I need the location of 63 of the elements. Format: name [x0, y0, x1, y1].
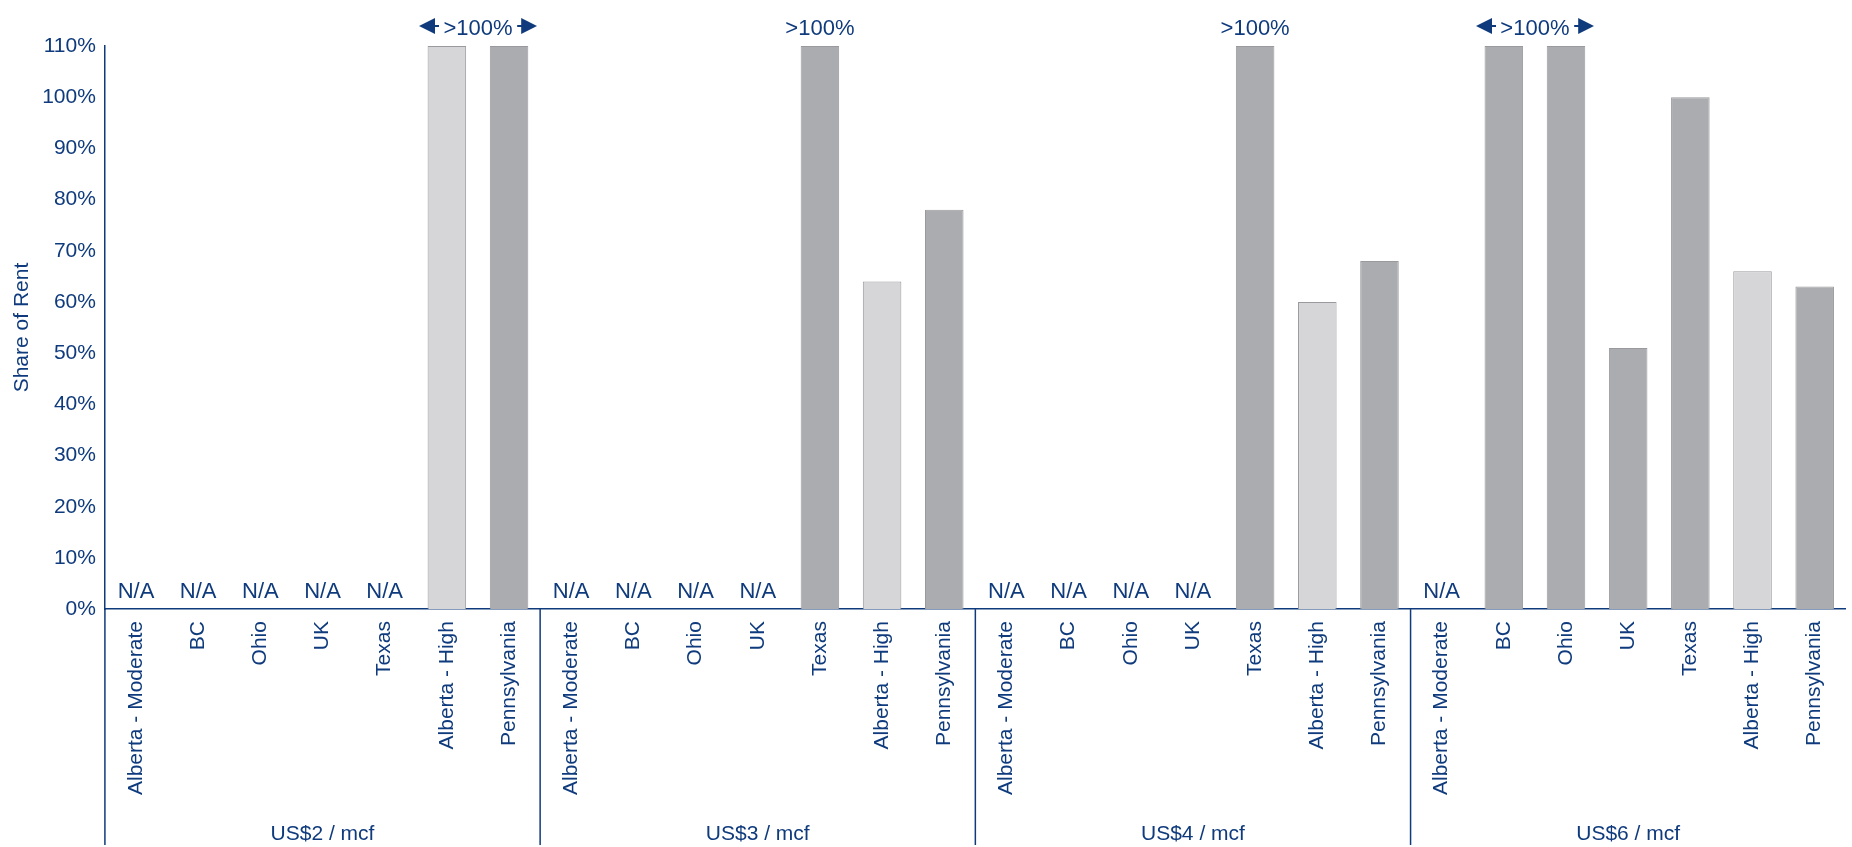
y-axis-title: Share of Rent: [9, 262, 33, 393]
y-tick-label: 40%: [53, 391, 96, 415]
x-tick-label: Texas: [1241, 621, 1265, 676]
x-tick-label: Alberta - Moderate: [558, 621, 582, 796]
x-tick-label: BC: [1490, 621, 1514, 651]
y-tick-label: 60%: [53, 288, 96, 312]
y-tick-label: 100%: [42, 83, 96, 107]
data-label: >100%: [1220, 15, 1290, 41]
y-tick-label: 20%: [53, 493, 96, 517]
y-tick-label: 80%: [53, 186, 96, 210]
text: N/A: [304, 578, 341, 604]
y-tick-label: 90%: [53, 135, 96, 159]
x-tick-label: Ohio: [247, 621, 271, 666]
text: N/A: [988, 578, 1025, 604]
text: N/A: [1423, 578, 1460, 604]
text: N/A: [366, 578, 404, 604]
text: N/A: [615, 578, 652, 604]
x-tick-label: Pennsylvania: [495, 620, 519, 747]
x-tick-label: Texas: [371, 621, 395, 676]
y-tick-label: 0%: [65, 595, 96, 619]
x-tick-label: Ohio: [1117, 621, 1141, 666]
x-tick-label: Alberta - High: [433, 621, 457, 750]
data-label: >100%: [443, 15, 513, 41]
text: N/A: [552, 578, 590, 604]
text: N/A: [1174, 578, 1212, 604]
data-label: >100%: [785, 15, 855, 41]
text: US$4 / mcf: [1141, 821, 1246, 845]
text: N/A: [242, 578, 279, 604]
y-tick-label: 110%: [43, 32, 96, 56]
y-tick-label: 70%: [53, 237, 96, 261]
x-tick-label: UK: [1179, 621, 1203, 651]
text: N/A: [1112, 578, 1150, 604]
text: N/A: [739, 578, 777, 604]
x-tick-label: Pennsylvania: [1801, 620, 1825, 747]
x-tick-label: BC: [620, 621, 644, 651]
x-tick-label: UK: [1614, 621, 1638, 651]
text: N/A: [1050, 578, 1087, 604]
x-tick-label: BC: [184, 621, 208, 651]
x-tick-label: UK: [744, 621, 768, 651]
x-tick-label: Alberta - Moderate: [993, 621, 1017, 796]
data-label: >100%: [1500, 15, 1570, 41]
x-tick-label: Pennsylvania: [931, 620, 955, 747]
x-tick-label: Alberta - High: [1304, 621, 1328, 750]
text: US$3 / mcf: [705, 821, 810, 845]
text: US$6 / mcf: [1576, 821, 1681, 845]
text: N/A: [117, 578, 155, 604]
x-tick-label: Texas: [1677, 621, 1701, 676]
x-tick-label: Texas: [806, 621, 830, 676]
text: N/A: [179, 578, 217, 604]
x-tick-label: BC: [1055, 621, 1079, 651]
y-tick-label: 10%: [53, 544, 96, 568]
x-tick-label: Alberta - High: [868, 621, 892, 750]
x-tick-label: Alberta - Moderate: [1428, 621, 1452, 796]
text: N/A: [677, 578, 714, 604]
x-tick-label: Pennsylvania: [1366, 620, 1390, 747]
x-tick-label: Alberta - High: [1739, 621, 1763, 750]
x-tick-label: Ohio: [1552, 621, 1576, 666]
text: US$2 / mcf: [270, 821, 375, 845]
y-tick-label: 30%: [53, 442, 96, 466]
x-tick-label: Ohio: [682, 621, 706, 666]
x-tick-label: UK: [309, 621, 333, 651]
y-tick-label: 50%: [53, 339, 96, 363]
x-tick-label: Alberta - Moderate: [122, 621, 146, 796]
